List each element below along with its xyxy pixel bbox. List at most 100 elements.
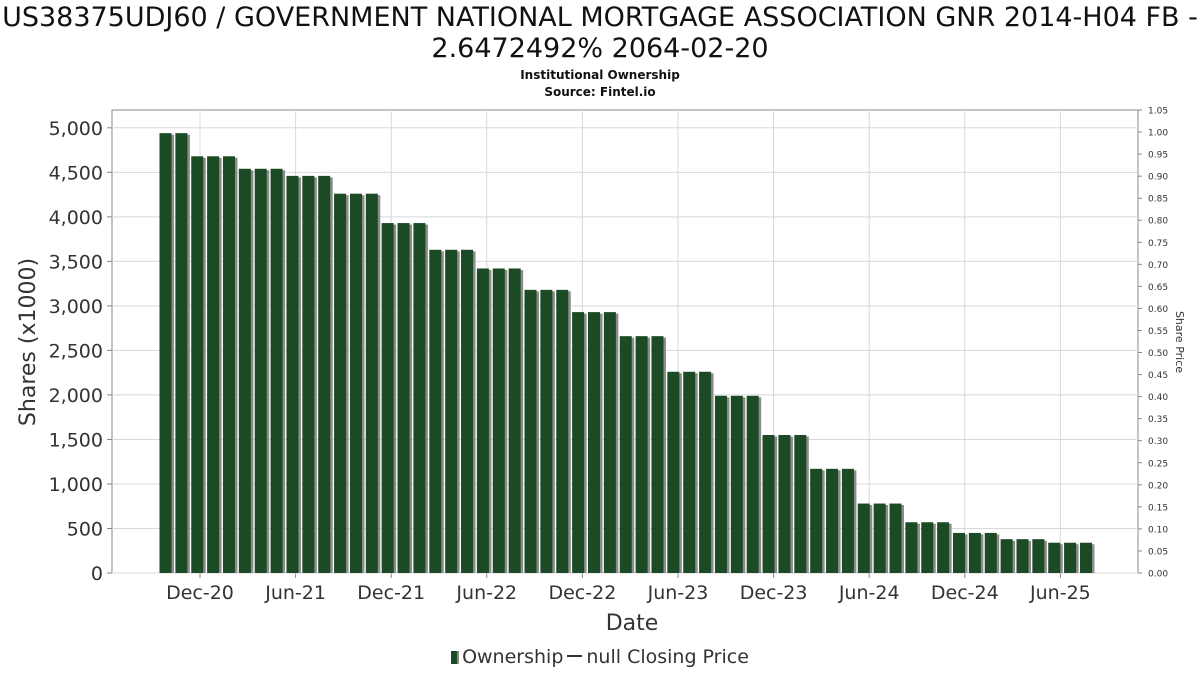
ownership-bar bbox=[524, 289, 537, 573]
ownership-bar bbox=[476, 268, 489, 573]
ownership-bar bbox=[349, 193, 362, 573]
y2-tick-label: 0.85 bbox=[1148, 195, 1168, 205]
ownership-bar bbox=[461, 249, 474, 573]
ownership-bar bbox=[826, 468, 839, 573]
ownership-bar bbox=[492, 268, 505, 573]
ownership-bar bbox=[810, 468, 823, 573]
ownership-bar bbox=[635, 336, 648, 573]
ownership-bar bbox=[873, 503, 886, 573]
chart-title: US38375UDJ60 / GOVERNMENT NATIONAL MORTG… bbox=[2, 2, 1198, 64]
y-tick-label: 2,500 bbox=[49, 340, 103, 362]
ownership-bar bbox=[413, 223, 426, 573]
ownership-bar bbox=[968, 532, 981, 573]
ownership-bar bbox=[651, 336, 664, 573]
ownership-bar bbox=[619, 336, 632, 573]
y2-axis-title: Share Price bbox=[1173, 311, 1186, 373]
ownership-bar bbox=[1000, 539, 1013, 573]
y-tick-label: 4,000 bbox=[49, 207, 103, 229]
y-tick-label: 2,000 bbox=[49, 385, 103, 407]
ownership-bar bbox=[175, 133, 188, 573]
ownership-bar bbox=[762, 434, 775, 573]
ownership-bar bbox=[540, 289, 553, 573]
y-tick-label: 4,500 bbox=[49, 162, 103, 184]
x-tick-label: Jun-23 bbox=[647, 582, 709, 604]
ownership-bar bbox=[984, 532, 997, 573]
y2-tick-label: 0.65 bbox=[1148, 283, 1168, 293]
ownership-bar bbox=[953, 532, 965, 573]
y2-tick-label: 0.40 bbox=[1148, 393, 1168, 403]
x-tick-label: Dec-21 bbox=[357, 582, 425, 604]
ownership-bar bbox=[921, 522, 934, 573]
x-tick-label: Jun-24 bbox=[838, 582, 900, 604]
y-tick-label: 0 bbox=[91, 563, 103, 585]
ownership-bar bbox=[699, 371, 712, 573]
x-tick-label: Dec-20 bbox=[166, 582, 234, 604]
y-tick-label: 3,500 bbox=[49, 251, 103, 273]
ownership-bar bbox=[381, 223, 394, 573]
y2-tick-label: 0.15 bbox=[1148, 503, 1168, 513]
ownership-bar bbox=[429, 249, 442, 573]
ownership-bar bbox=[397, 223, 410, 573]
x-tick-label: Dec-23 bbox=[740, 582, 808, 604]
ownership-bar bbox=[318, 175, 331, 573]
y-axis-title: Shares (x1000) bbox=[16, 258, 41, 426]
ownership-bar bbox=[302, 175, 315, 573]
ownership-bar bbox=[207, 156, 220, 574]
ownership-bar bbox=[238, 168, 251, 573]
ownership-bar bbox=[159, 133, 172, 573]
ownership-bar bbox=[937, 522, 950, 573]
ownership-bar bbox=[1079, 542, 1092, 573]
ownership-bar bbox=[730, 395, 743, 573]
y-tick-label: 1,000 bbox=[49, 474, 103, 496]
y2-tick-label: 0.30 bbox=[1148, 437, 1168, 447]
ownership-bar bbox=[1064, 542, 1077, 573]
ownership-bar bbox=[365, 193, 378, 573]
x-tick-label: Jun-22 bbox=[455, 582, 517, 604]
chart-subtitle: Institutional Ownership bbox=[520, 68, 680, 82]
ownership-bar bbox=[905, 522, 918, 573]
ownership-bar bbox=[191, 156, 204, 574]
ownership-bar bbox=[778, 434, 791, 573]
y2-tick-label: 0.35 bbox=[1148, 415, 1168, 425]
y2-tick-label: 0.70 bbox=[1148, 261, 1168, 271]
ownership-bar bbox=[889, 503, 902, 573]
ownership-bar bbox=[1016, 539, 1029, 573]
ownership-bar bbox=[222, 156, 235, 574]
ownership-bar bbox=[714, 395, 727, 573]
ownership-bar bbox=[1048, 542, 1061, 573]
x-tick-label: Dec-22 bbox=[548, 582, 616, 604]
chart-source: Source: Fintel.io bbox=[544, 85, 656, 99]
y2-tick-label: 0.25 bbox=[1148, 459, 1168, 469]
y2-tick-label: 0.75 bbox=[1148, 239, 1168, 249]
y-tick-label: 1,500 bbox=[49, 429, 103, 451]
ownership-bar bbox=[746, 395, 759, 573]
ownership-bar bbox=[857, 503, 870, 573]
ownership-bar bbox=[603, 312, 616, 573]
y2-tick-label: 0.95 bbox=[1148, 151, 1168, 161]
ownership-bar bbox=[794, 434, 807, 573]
ownership-bar bbox=[683, 371, 696, 573]
y2-tick-label: 0.10 bbox=[1148, 525, 1168, 535]
ownership-bar bbox=[334, 193, 347, 573]
y2-tick-label: 0.60 bbox=[1148, 305, 1168, 315]
ownership-bar bbox=[1032, 539, 1045, 573]
ownership-bar bbox=[254, 168, 267, 573]
y2-tick-label: 1.00 bbox=[1148, 129, 1168, 139]
ownership-bar bbox=[445, 249, 458, 573]
ownership-bar bbox=[841, 468, 854, 573]
y2-tick-label: 0.05 bbox=[1148, 547, 1168, 557]
legend-ownership-label: Ownership bbox=[462, 646, 564, 668]
y2-tick-label: 0.80 bbox=[1148, 217, 1168, 227]
closing-price-legend-line bbox=[567, 655, 583, 657]
y2-tick-label: 0.20 bbox=[1148, 481, 1168, 491]
x-tick-label: Jun-21 bbox=[264, 582, 326, 604]
y2-tick-label: 0.45 bbox=[1148, 371, 1168, 381]
ownership-bar bbox=[587, 312, 600, 573]
y-tick-label: 3,000 bbox=[49, 296, 103, 318]
ownership-bar bbox=[508, 268, 521, 573]
y2-tick-label: 0.00 bbox=[1148, 570, 1168, 580]
y2-tick-label: 0.90 bbox=[1148, 173, 1168, 183]
y-tick-label: 5,000 bbox=[49, 118, 103, 140]
y2-tick-label: 0.50 bbox=[1148, 349, 1168, 359]
